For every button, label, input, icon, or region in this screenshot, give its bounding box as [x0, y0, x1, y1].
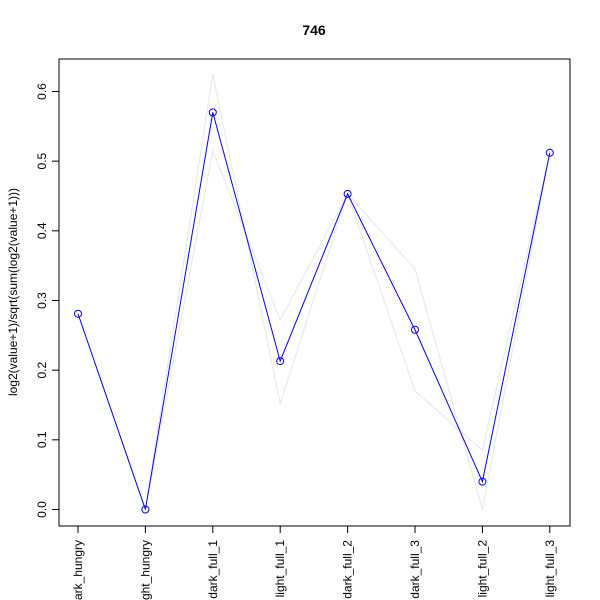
- y-tick-label: 0.5: [35, 152, 49, 169]
- x-tick-label: dark_full_3: [408, 540, 422, 599]
- data-point: [343, 189, 352, 198]
- y-tick-label: 0.2: [35, 361, 49, 378]
- data-point: [478, 477, 487, 486]
- data-point: [276, 357, 285, 366]
- x-tick-label: dark_full_2: [341, 540, 355, 599]
- x-tick-label: ght_hungry: [138, 540, 152, 600]
- y-tick-label: 0.4: [35, 222, 49, 239]
- chart-title: 746: [302, 22, 326, 38]
- data-point: [74, 309, 82, 318]
- x-tick-label: ark_hungry: [71, 540, 85, 600]
- data-point: [208, 108, 217, 117]
- x-axis: ark_hungry ght_hungry dark_full_1 light_ful…: [71, 525, 557, 600]
- main-series: [74, 108, 554, 514]
- background-series-line: [77, 73, 551, 510]
- data-point: [141, 505, 150, 514]
- x-tick-label: light_full_1: [273, 540, 287, 598]
- y-tick-label: 0.6: [35, 83, 49, 100]
- y-tick-label: 0.3: [35, 292, 49, 309]
- y-tick-label: 0.1: [35, 431, 49, 448]
- x-tick-label: light_full_2: [475, 540, 489, 598]
- data-point: [411, 325, 419, 334]
- y-axis-label: log2(value+1)/sqrt(sum(log2(value+1))): [6, 188, 20, 396]
- series-line: [77, 112, 551, 510]
- y-axis: 0.0 0.1 0.2 0.3 0.4 0.5 0.6: [35, 83, 60, 518]
- x-tick-label: light_full_3: [543, 540, 557, 598]
- background-series-line: [77, 148, 551, 512]
- data-point: [545, 148, 554, 157]
- y-tick-label: 0.0: [35, 501, 49, 518]
- x-tick-label: dark_full_1: [206, 540, 220, 599]
- background-series: [77, 73, 551, 512]
